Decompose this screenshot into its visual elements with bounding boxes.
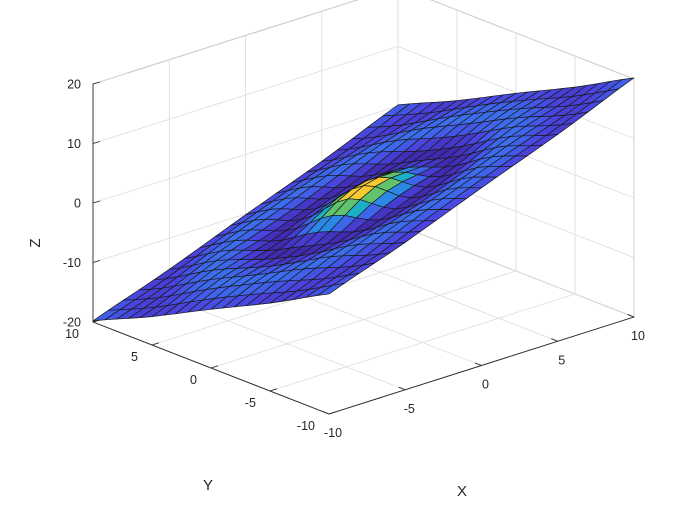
y-tick bbox=[269, 388, 277, 392]
x-tick-label: 5 bbox=[558, 353, 565, 367]
x-tick-label: -10 bbox=[324, 426, 342, 440]
z-tick bbox=[92, 260, 101, 263]
z-tick-label: -20 bbox=[63, 316, 81, 330]
y-tick-label: 5 bbox=[131, 350, 138, 364]
y-tick bbox=[328, 411, 336, 415]
y-tick bbox=[151, 342, 159, 346]
x-tick-label: -5 bbox=[404, 402, 415, 416]
x-tick bbox=[474, 362, 482, 366]
x-tick bbox=[398, 386, 406, 391]
surface-cell bbox=[316, 282, 345, 296]
z-axis-label: Z bbox=[27, 238, 44, 247]
y-tick-label: 10 bbox=[65, 327, 79, 341]
z-tick-label: 20 bbox=[67, 78, 81, 92]
y-axis-label: Y bbox=[203, 477, 213, 494]
z-tick bbox=[92, 200, 101, 204]
x-tick bbox=[551, 338, 558, 342]
y-tick-label: 0 bbox=[190, 373, 197, 387]
x-tick-label: 0 bbox=[482, 378, 489, 392]
x-tick-label: 10 bbox=[631, 329, 645, 343]
z-tick bbox=[92, 81, 101, 85]
y-tick bbox=[210, 365, 218, 369]
x-tick bbox=[627, 314, 635, 318]
y-tick-label: -10 bbox=[297, 419, 315, 433]
z-tick-label: -10 bbox=[63, 256, 81, 270]
gridline-z bbox=[92, 0, 635, 85]
y-tick-label: -5 bbox=[245, 396, 256, 410]
z-tick bbox=[92, 141, 101, 144]
x-axis-label: X bbox=[457, 483, 467, 500]
surface-mesh bbox=[92, 77, 635, 322]
z-tick-label: 0 bbox=[74, 197, 81, 211]
x-tick bbox=[322, 411, 330, 415]
z-tick-label: 10 bbox=[67, 137, 81, 151]
z-tick bbox=[92, 319, 101, 323]
